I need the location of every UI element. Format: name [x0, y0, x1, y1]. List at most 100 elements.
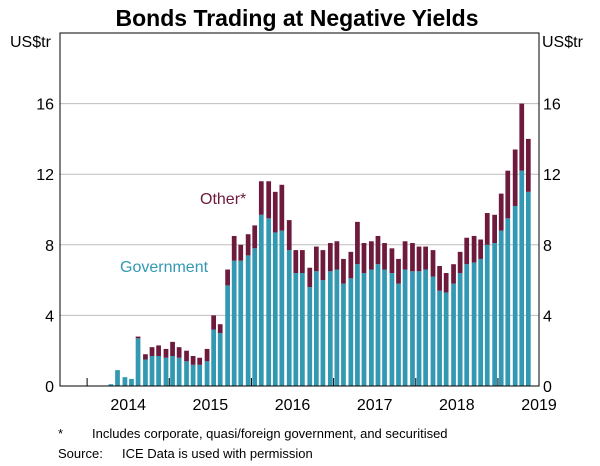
bar-government	[211, 329, 217, 386]
bar-other	[375, 235, 381, 265]
bar-other	[307, 267, 313, 288]
bar-government	[238, 260, 244, 386]
bar-government	[272, 232, 278, 386]
y-tick-label-left: 4	[45, 308, 54, 325]
bar-government	[334, 269, 340, 386]
y-tick-label-left: 8	[45, 238, 54, 255]
bar-government	[252, 248, 258, 386]
bar-government	[471, 262, 477, 386]
chart-title: Bonds Trading at Negative Yields	[116, 5, 479, 31]
bar-other	[293, 250, 299, 274]
bar-other	[143, 354, 148, 360]
bar-government	[498, 230, 504, 386]
bar-other	[156, 345, 161, 356]
bar-other	[217, 324, 223, 334]
bar-other	[471, 235, 477, 263]
bar-government	[115, 370, 120, 386]
bar-other	[443, 273, 449, 293]
bar-government	[279, 230, 285, 386]
bar-government	[122, 377, 128, 386]
legend-other: Other*	[200, 191, 246, 208]
bar-government	[293, 273, 299, 386]
bar-government	[135, 338, 141, 386]
bar-government	[525, 191, 531, 386]
bar-government	[402, 269, 408, 386]
bar-other	[170, 341, 175, 356]
bar-other	[258, 181, 264, 215]
bar-government	[225, 285, 230, 386]
bar-government	[410, 271, 415, 386]
x-tick-labels: 2014 2015 2016 2017 2018 2019	[110, 397, 557, 414]
bar-other	[286, 220, 292, 251]
bar-other	[430, 250, 436, 277]
bar-government	[484, 244, 490, 386]
bar-government	[519, 170, 525, 386]
bar-government	[369, 269, 374, 386]
bar-government	[430, 276, 436, 386]
bar-government	[512, 205, 518, 386]
x-tick-label: 2019	[521, 397, 557, 414]
bar-other	[211, 315, 217, 330]
footnote-asterisk: *	[58, 426, 64, 441]
bar-other	[245, 234, 251, 256]
bar-other	[197, 357, 203, 365]
bar-other	[492, 214, 497, 244]
bar-other	[149, 347, 155, 356]
bar-other	[266, 181, 272, 219]
bar-other	[190, 355, 196, 365]
bar-government	[341, 283, 346, 386]
bar-government	[129, 378, 134, 386]
x-tick-label: 2018	[439, 397, 475, 414]
bar-other	[402, 241, 408, 270]
bar-other	[300, 250, 305, 274]
bar-other	[313, 246, 319, 272]
bar-other	[396, 258, 401, 284]
bar-government	[348, 278, 354, 386]
legend-government: Government	[120, 259, 209, 276]
bar-government	[184, 361, 189, 386]
x-tick-label: 2014	[110, 397, 146, 414]
bar-other	[355, 221, 360, 265]
bar-government	[361, 273, 367, 386]
source-label: Source:	[58, 446, 103, 461]
bar-other	[341, 258, 346, 284]
bar-other	[498, 193, 504, 231]
bar-other	[512, 149, 518, 206]
bar-other	[423, 246, 428, 270]
bar-other	[279, 184, 285, 231]
bar-government	[492, 243, 497, 386]
bar-government	[204, 361, 210, 386]
bar-other	[176, 347, 182, 358]
footnote-text: Includes corporate, quasi/foreign govern…	[92, 426, 448, 441]
plot-frame	[59, 32, 540, 387]
bar-other	[135, 336, 141, 339]
bar-government	[423, 269, 428, 386]
bar-other	[451, 264, 456, 284]
x-tick-label: 2015	[193, 397, 229, 414]
bar-government	[451, 283, 456, 386]
bar-other	[272, 191, 278, 233]
bar-other	[457, 251, 463, 274]
bar-government	[217, 333, 223, 386]
bar-other	[334, 241, 340, 270]
x-ticks	[86, 378, 499, 386]
bar-government	[416, 271, 422, 386]
bar-other	[519, 103, 525, 171]
bar-government	[300, 273, 305, 386]
y-axis-unit-left: US$tr	[10, 34, 52, 51]
y-axis-unit-right: US$tr	[542, 34, 584, 51]
bar-other	[225, 269, 230, 286]
bar-other	[327, 243, 333, 272]
y-tick-label-left: 0	[45, 379, 54, 396]
bar-government	[163, 357, 169, 386]
bar-government	[266, 218, 272, 386]
y-tick-label-right: 4	[543, 308, 552, 325]
bar-government	[231, 260, 237, 386]
y-tick-label-right: 16	[543, 97, 561, 114]
bar-government	[108, 384, 114, 386]
x-tick-label: 2016	[275, 397, 311, 414]
bar-government	[443, 292, 449, 386]
bar-government	[327, 271, 333, 386]
y-tick-label-left: 16	[36, 97, 54, 114]
